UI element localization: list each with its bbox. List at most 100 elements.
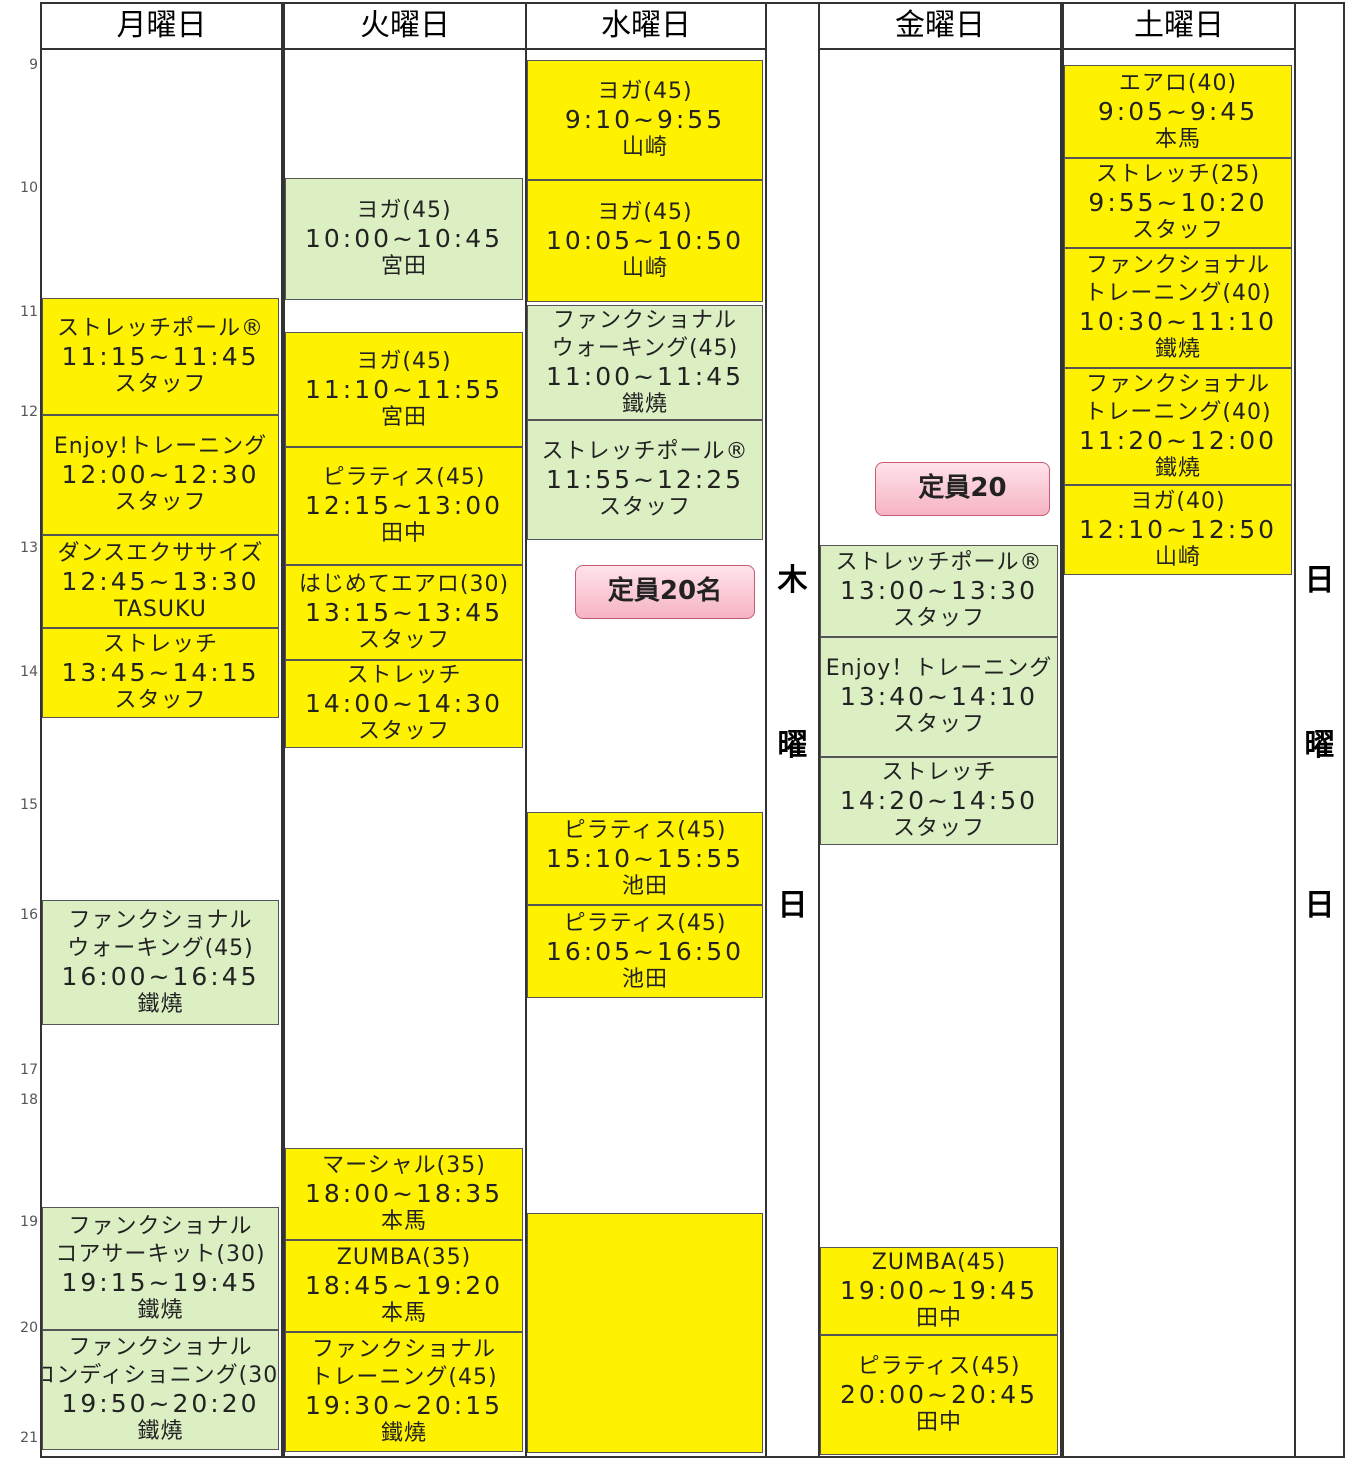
hour-label: 9 bbox=[29, 57, 38, 73]
session-line: 12:45~13:30 bbox=[61, 566, 260, 596]
session: ピラティス(45) 20:00~20:45 田中 bbox=[820, 1335, 1058, 1455]
session-line: 宮田 bbox=[380, 404, 427, 430]
session-line: 13:15~13:45 bbox=[304, 597, 504, 627]
hour-label: 20 bbox=[20, 1320, 38, 1336]
session: ストレッチ 13:45~14:15 スタッフ bbox=[42, 628, 279, 718]
hour-label: 14 bbox=[20, 664, 38, 680]
hour-label: 15 bbox=[20, 797, 38, 813]
session-line: ヨガ(45) bbox=[597, 200, 693, 225]
session-line: スタッフ bbox=[598, 495, 691, 520]
session-line: 11:20~12:00 bbox=[1078, 425, 1278, 455]
session-line: 18:00~18:35 bbox=[304, 1179, 504, 1208]
session-line: ヨガ(45) bbox=[356, 198, 452, 223]
session-line: ピラティス(45) bbox=[563, 910, 727, 936]
session: ファンクショナル コアサーキット(30) 19:15~19:45 鐵燒 bbox=[42, 1207, 279, 1330]
session-line: ストレッチ bbox=[881, 760, 997, 785]
hour-label: 12 bbox=[20, 404, 38, 420]
session: ヨガ(45) 10:05~10:50 山崎 bbox=[527, 180, 763, 302]
session-line: ZUMBA(45) bbox=[871, 1250, 1007, 1275]
session: ファンクショナル コンディショニング(30) 19:50~20:20 鐵燒 bbox=[42, 1330, 279, 1450]
session: ピラティス(45) 12:15~13:00 田中 bbox=[285, 447, 523, 565]
session-line: 池田 bbox=[621, 966, 668, 992]
session-line: 19:00~19:45 bbox=[839, 1276, 1039, 1305]
session-line: 9:05~9:45 bbox=[1097, 96, 1259, 126]
session: ダンスエクササイズ 12:45~13:30 TASUKU bbox=[42, 535, 279, 628]
session-line: ダンスエクササイズ bbox=[57, 540, 264, 566]
session-line: 9:10~9:55 bbox=[564, 105, 726, 134]
session-line: 鐵燒 bbox=[621, 391, 668, 417]
session-line: スタッフ bbox=[357, 719, 450, 744]
closed-day-char: 曜 bbox=[1304, 728, 1335, 763]
session-line: ピラティス(45) bbox=[563, 817, 727, 843]
session-line: 田中 bbox=[915, 1306, 962, 1331]
session-line: 11:15~11:45 bbox=[61, 341, 260, 371]
session: ストレッチ 14:00~14:30 スタッフ bbox=[285, 660, 523, 748]
session-line: 10:30~11:10 bbox=[1078, 307, 1278, 336]
session-line: ストレッチ(25) bbox=[1095, 162, 1261, 187]
session: ファンクショナル トレーニング(40) 11:20~12:00 鐵燒 bbox=[1064, 368, 1292, 485]
session-line: TASUKU bbox=[114, 596, 207, 622]
session-line: 鐵燒 bbox=[1154, 337, 1201, 362]
session-line: 9:55~10:20 bbox=[1088, 188, 1268, 217]
session-line: 13:40~14:10 bbox=[839, 682, 1039, 711]
day-header: 土曜日 bbox=[1062, 2, 1296, 50]
closed-column bbox=[1294, 2, 1345, 1458]
hour-label: 19 bbox=[20, 1214, 38, 1230]
session: ヨガ(45) 9:10~9:55 山崎 bbox=[527, 60, 763, 180]
session-line: ストレッチポール® bbox=[541, 439, 749, 464]
session-line: Enjoy!トレーニング bbox=[53, 434, 268, 459]
closed-day-char: 曜 bbox=[777, 728, 808, 763]
session-line: ピラティス(45) bbox=[322, 465, 486, 490]
session-line: 16:00~16:45 bbox=[61, 961, 260, 991]
session: ヨガ(40) 12:10~12:50 山崎 bbox=[1064, 485, 1292, 575]
session-line: ヨガ(40) bbox=[1130, 489, 1226, 514]
session-line: 15:10~15:55 bbox=[545, 843, 745, 873]
day-header: 火曜日 bbox=[283, 2, 527, 50]
session-line: コアサーキット(30) bbox=[55, 1241, 266, 1267]
session-line: ストレッチポール® bbox=[56, 315, 264, 341]
session: Enjoy!トレーニング 12:00~12:30 スタッフ bbox=[42, 415, 279, 535]
session: ファンクショナル トレーニング(40) 10:30~11:10 鐵燒 bbox=[1064, 248, 1292, 368]
session-line: 田中 bbox=[380, 521, 427, 546]
session-line: 19:30~20:15 bbox=[304, 1391, 504, 1420]
session-line: 宮田 bbox=[380, 254, 427, 279]
session-line: トレーニング(45) bbox=[310, 1365, 498, 1390]
hour-label: 13 bbox=[20, 540, 38, 556]
session-line: ウォーキング(45) bbox=[67, 935, 254, 961]
hour-label: 10 bbox=[20, 180, 38, 196]
session-line: コンディショニング(30) bbox=[42, 1363, 279, 1388]
day-header: 金曜日 bbox=[818, 2, 1062, 50]
session-line: 11:55~12:25 bbox=[545, 465, 745, 494]
session-line: 18:45~19:20 bbox=[304, 1271, 504, 1300]
session: ストレッチポール® 13:00~13:30 スタッフ bbox=[820, 545, 1058, 637]
session-line: 13:00~13:30 bbox=[839, 576, 1039, 605]
session-line: トレーニング(40) bbox=[1084, 281, 1272, 306]
session: ヨガ(45) 10:00~10:45 宮田 bbox=[285, 178, 523, 300]
session-line: 19:50~20:20 bbox=[61, 1389, 260, 1418]
closed-day-char: 木 bbox=[777, 563, 808, 598]
session-line: ストレッチ bbox=[102, 632, 218, 657]
session-line: 鐵燒 bbox=[1154, 455, 1201, 481]
session-line: ピラティス(45) bbox=[857, 1354, 1021, 1379]
session: ストレッチポール® 11:55~12:25 スタッフ bbox=[527, 420, 763, 540]
day-header: 水曜日 bbox=[525, 2, 767, 50]
session: ピラティス(45) 15:10~15:55 池田 bbox=[527, 812, 763, 905]
empty-block bbox=[527, 1213, 763, 1453]
session-line: スタッフ bbox=[114, 688, 207, 713]
session-line: 14:00~14:30 bbox=[304, 689, 504, 718]
session-line: ファンクショナル bbox=[1085, 253, 1270, 278]
session: ファンクショナル トレーニング(45) 19:30~20:15 鐵燒 bbox=[285, 1332, 523, 1452]
session-line: ヨガ(45) bbox=[356, 348, 452, 374]
session-line: 本馬 bbox=[1154, 126, 1201, 152]
session: ファンクショナル ウォーキング(45) 11:00~11:45 鐵燒 bbox=[527, 305, 763, 420]
session-line: 鐵燒 bbox=[137, 1419, 184, 1444]
session-line: 19:15~19:45 bbox=[61, 1267, 260, 1297]
session: エアロ(40) 9:05~9:45 本馬 bbox=[1064, 65, 1292, 158]
session-line: ウォーキング(45) bbox=[551, 335, 739, 361]
session-line: ファンクショナル bbox=[68, 1213, 253, 1239]
session-line: ZUMBA(35) bbox=[336, 1245, 472, 1270]
session-line: 12:15~13:00 bbox=[304, 491, 504, 520]
session-line: 池田 bbox=[621, 873, 668, 899]
session-line: スタッフ bbox=[892, 712, 985, 737]
session: ヨガ(45) 11:10~11:55 宮田 bbox=[285, 332, 523, 447]
